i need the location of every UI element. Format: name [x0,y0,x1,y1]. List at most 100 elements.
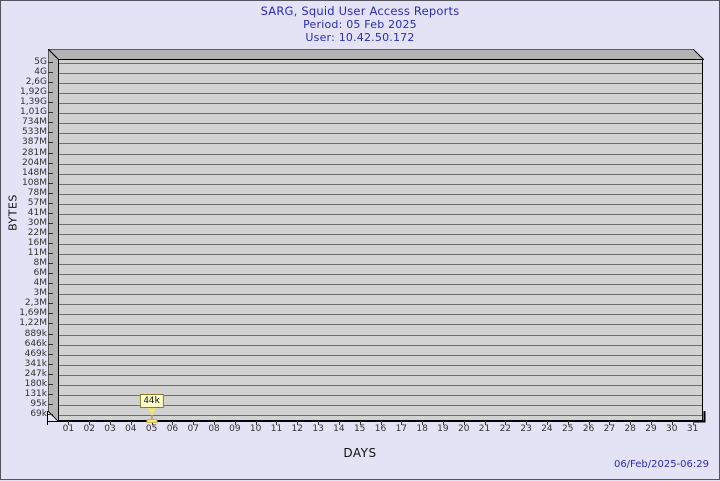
x-axis-tick-label: 25 [562,424,574,434]
y-axis-tick-mark [48,62,53,63]
y-axis-tick-label: 11M [27,248,47,259]
y-axis-tick-label: 2,3M [24,298,47,309]
report-period: Period: 05 Feb 2025 [303,18,417,31]
x-axis-tick-label: 12 [291,424,303,434]
y-axis-tick-mark [48,363,53,365]
x-axis-tick-label: 20 [457,424,470,434]
x-axis-tick-label: 11 [270,424,283,434]
y-axis-tick-mark [48,92,53,94]
y-axis-tick-label: 3M [33,288,48,299]
x-axis-tick-label: 16 [374,424,387,434]
x-axis-tick-label: 24 [541,424,553,434]
x-axis-title: DAYS [343,446,377,460]
x-axis-tick-mark [609,421,611,425]
x-axis-tick-mark [526,421,528,425]
y-axis-tick-label: 247k [24,368,47,379]
y-axis-tick-mark [48,383,53,385]
x-axis-tick-label: 08 [208,424,220,434]
y-axis-tick-label: 5G [34,57,47,67]
x-axis-tick-label: 04 [125,424,137,434]
plot-left-wall [48,49,60,422]
x-axis-tick-mark [505,421,507,425]
x-axis-tick-label: 03 [104,424,116,434]
y-axis-tick-mark [48,373,53,375]
y-axis-tick-mark [48,353,53,355]
y-axis-tick-label: 1,01G [19,107,47,118]
y-axis-tick-mark [48,152,53,154]
y-axis-tick-label: 4G [34,67,47,78]
plot-corner-step [693,411,715,433]
x-axis-tick-mark [89,421,91,425]
y-axis-tick-mark [48,212,53,214]
x-axis-tick-label: 14 [333,424,345,434]
x-axis-tick-label: 19 [437,424,449,434]
x-axis-tick-mark [359,421,361,425]
y-axis-tick-label: 469k [24,348,47,359]
y-axis-tick-mark [48,393,53,395]
y-axis-tick-label: 387M [22,137,47,148]
y-axis-tick-label: 734M [22,117,47,128]
y-axis-tick-mark [48,333,53,335]
x-axis-tick-mark [214,421,216,425]
x-axis-tick-label: 30 [666,424,678,434]
x-axis-tick-mark [630,421,632,425]
y-axis-tick-mark [48,232,53,234]
x-axis-tick-mark [401,421,403,425]
x-axis-tick-mark [318,421,320,425]
x-axis-tick-mark [671,421,673,425]
y-axis-tick-mark [48,132,53,134]
x-axis-tick-mark [650,421,652,425]
x-axis-tick-mark [68,421,70,425]
x-axis-line [47,421,704,422]
y-axis-tick-mark [48,323,53,325]
y-axis-tick-mark [48,202,53,204]
x-axis-tick-label: 22 [499,424,512,434]
y-axis-tick-mark [48,192,53,194]
x-axis-tick-mark [442,421,444,425]
x-axis-tick-label: 28 [624,424,636,434]
y-axis-line [47,411,48,425]
x-axis-tick-label: 09 [229,424,241,434]
y-axis-tick-label: 341k [24,358,47,369]
x-axis-tick-mark [338,421,340,425]
y-axis-tick-label: 16M [27,238,47,248]
y-axis-tick-mark [48,403,53,405]
y-axis-tick-label: 2,6G [25,77,47,88]
x-axis-tick-mark [172,421,174,425]
y-axis-tick-mark [48,72,53,74]
y-axis-tick-mark [48,122,53,124]
x-axis-tick-label: 18 [416,424,428,434]
y-axis-tick-mark [48,112,53,114]
x-axis-tick-label: 27 [603,424,616,434]
y-axis-tick-mark [48,313,53,315]
y-axis-tick-label: 57M [27,197,47,208]
y-axis-tick-mark [48,343,53,345]
x-axis-tick-mark [484,421,486,425]
y-axis-tick-mark [48,102,53,104]
data-bar [146,419,158,423]
x-axis-tick-label: 02 [83,424,95,434]
x-axis-tick-mark [255,421,257,425]
y-axis-tick-label: 22M [27,227,47,238]
y-axis-ticks: 5G 4G 2,6G 1,92G 1,39G 1,01G 734M 533M 387M 281M 2… [1,1,47,481]
y-axis-tick-label: 95k [30,398,47,409]
chart-title-block: SARG, Squid User Access Reports Period: … [1,4,719,45]
x-axis-tick-label: 21 [478,424,491,434]
y-axis-tick-label: 204M [22,157,47,168]
y-axis-tick-mark [48,222,53,224]
y-axis-tick-label: 4M [33,278,48,289]
x-axis-tick-mark [567,421,569,425]
page-title: SARG, Squid User Access Reports [260,4,460,18]
x-axis-tick-mark [463,421,465,425]
y-axis-tick-label: 69k [30,408,47,419]
x-axis-tick-label: 26 [582,424,595,434]
y-axis-tick-mark [48,182,53,184]
data-value-callout: 44k [139,394,164,408]
annotation-pointer [146,407,157,416]
x-axis-tick-label: 05 [145,424,158,434]
x-axis-tick-mark [151,421,153,425]
